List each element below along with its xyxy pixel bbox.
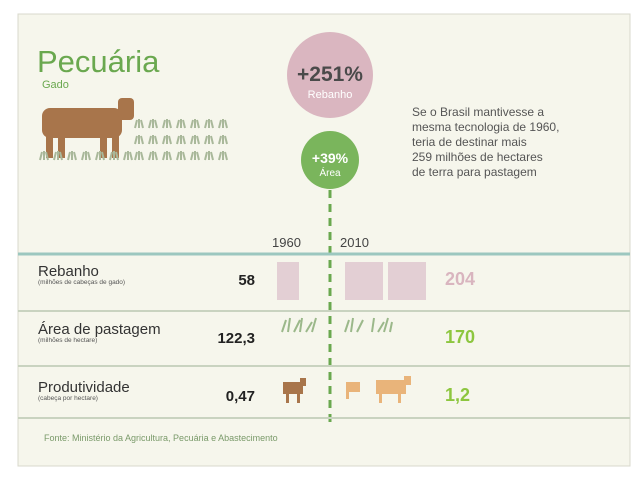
value-2010: 204 [445, 269, 475, 289]
grass-tuft [95, 151, 105, 161]
grass-tuft [134, 135, 144, 145]
grass-tuft [81, 151, 91, 161]
grass-tuft [162, 119, 172, 129]
bubble-area [301, 131, 359, 189]
value-1960: 0,47 [226, 388, 255, 405]
bubble-label: Rebanho [308, 89, 353, 101]
grass-tuft [109, 151, 119, 161]
grass-illustration [39, 119, 228, 161]
grass-tuft [176, 151, 186, 161]
rows: Rebanho(milhões de cabeças de gado) 58 204… [38, 263, 475, 405]
note-line: 259 milhões de hectares [412, 150, 543, 164]
grass-tuft [204, 119, 214, 129]
cow-illustration [42, 98, 134, 158]
grass-tuft [190, 119, 200, 129]
bubble-label: Área [319, 166, 341, 179]
grass-tuft [134, 119, 144, 129]
subtitle: Gado [42, 79, 69, 91]
bubble-value: +251% [297, 63, 363, 86]
grass-tuft [204, 135, 214, 145]
row-label: Área de pastagem [38, 321, 161, 338]
bubble-value: +39% [312, 150, 349, 166]
grass-tuft [176, 135, 186, 145]
grass-tuft [53, 151, 63, 161]
row-label: Produtividade [38, 379, 130, 396]
value-1960: 122,3 [217, 330, 255, 347]
grass-tuft [148, 135, 158, 145]
grass-tuft [218, 135, 228, 145]
grass-tuft [190, 151, 200, 161]
value-1960: 58 [238, 272, 255, 289]
grass-tuft [67, 151, 77, 161]
note-line: Se o Brasil mantivesse a [412, 105, 544, 119]
bubble-rebanho [287, 32, 373, 118]
note-line: mesma tecnologia de 1960, [412, 120, 559, 134]
grass-tuft [218, 119, 228, 129]
row-unit: (cabeça por hectare) [38, 395, 98, 402]
value-2010: 1,2 [445, 385, 470, 405]
title: Pecuária [37, 44, 160, 79]
year-label: 2010 [340, 235, 369, 250]
grass-tuft [190, 135, 200, 145]
grass-tuft [204, 151, 214, 161]
grass-tuft [39, 151, 49, 161]
grass-tuft [134, 151, 144, 161]
grass-tuft [176, 119, 186, 129]
grass-icons [281, 317, 393, 333]
grass-tuft [148, 151, 158, 161]
grass-tuft [162, 135, 172, 145]
value-2010: 170 [445, 327, 475, 347]
grass-tuft [162, 151, 172, 161]
note-line: de terra para pastagem [412, 165, 537, 179]
herd-icons [277, 262, 426, 300]
note-line: teria de destinar mais [412, 135, 527, 149]
grass-tuft [218, 151, 228, 161]
row-unit: (milhões de hectare) [38, 337, 97, 344]
row-label: Rebanho [38, 263, 99, 280]
row-unit: (milhões de cabeças de gado) [38, 279, 125, 286]
grass-tuft [148, 119, 158, 129]
year-label: 1960 [272, 235, 301, 250]
grass-tuft [123, 151, 133, 161]
source: Fonte: Ministério da Agricultura, Pecuár… [44, 433, 278, 443]
cow-icons [283, 376, 411, 403]
